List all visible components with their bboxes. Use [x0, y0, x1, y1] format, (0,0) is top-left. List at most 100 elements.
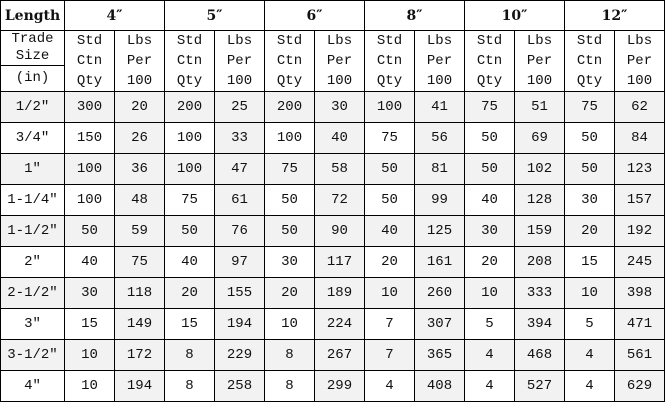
lbs-per-100-cell: 194	[214, 308, 265, 340]
lbs-per-100-cell: 75	[114, 246, 165, 278]
lbs-header-line: 100	[626, 73, 653, 89]
lbs-per-100-cell: 258	[214, 370, 265, 402]
qty-header-line: Ctn	[276, 53, 303, 69]
std-ctn-qty-cell: 100	[364, 91, 415, 123]
length-header: 6″	[264, 0, 365, 31]
qty-header-line: Qty	[176, 73, 203, 89]
trade-label: Trade	[11, 31, 54, 47]
lbs-per-100-cell: 245	[614, 246, 665, 278]
lbs-per-100-cell: 30	[314, 91, 365, 123]
std-ctn-qty-cell: 200	[264, 91, 315, 123]
lbs-per-100-cell: 561	[614, 339, 665, 371]
std-ctn-qty-cell: 50	[164, 215, 215, 247]
trade-size-cell: 1-1/4″	[0, 184, 65, 216]
qty-header-line: Std	[76, 33, 103, 49]
length-header: 12″	[564, 0, 665, 31]
std-ctn-qty-cell: 7	[364, 308, 415, 340]
table-row: 1/2″ 300 20 200 25 200 30 100 41 75 51 75 62	[0, 91, 665, 123]
std-ctn-qty-cell: 8	[164, 339, 215, 371]
std-ctn-qty-cell: 20	[164, 277, 215, 309]
trade-size-cell: 2″	[0, 246, 65, 278]
qty-header-line: Qty	[576, 73, 603, 89]
lbs-per-100-cell: 118	[114, 277, 165, 309]
lbs-per-100-cell: 365	[414, 339, 465, 371]
std-ctn-qty-cell: 7	[364, 339, 415, 371]
lbs-per-100-cell: 299	[314, 370, 365, 402]
std-ctn-qty-cell: 8	[164, 370, 215, 402]
table-row: 1-1/2″ 50 59 50 76 50 90 40 125 30 159 20 192	[0, 215, 665, 247]
table-row: 3-1/2″ 10 172 8 229 8 267 7 365 4 468 4 561	[0, 339, 665, 371]
unit-label: (in)	[15, 70, 50, 86]
lbs-per-100-cell: 128	[514, 184, 565, 216]
std-ctn-qty-cell: 4	[564, 339, 615, 371]
lbs-per-100-cell: 398	[614, 277, 665, 309]
qty-column-header: Std Ctn Qty	[464, 30, 515, 92]
lbs-per-100-cell: 123	[614, 153, 665, 185]
lbs-per-100-cell: 26	[114, 122, 165, 154]
std-ctn-qty-cell: 5	[464, 308, 515, 340]
qty-column-header: Std Ctn Qty	[564, 30, 615, 92]
trade-size-cell: 1″	[0, 153, 65, 185]
std-ctn-qty-cell: 100	[164, 122, 215, 154]
std-ctn-qty-cell: 50	[564, 153, 615, 185]
lbs-per-100-cell: 192	[614, 215, 665, 247]
std-ctn-qty-cell: 40	[64, 246, 115, 278]
qty-column-header: Std Ctn Qty	[364, 30, 415, 92]
lbs-per-100-cell: 90	[314, 215, 365, 247]
lbs-per-100-cell: 25	[214, 91, 265, 123]
lbs-per-100-cell: 394	[514, 308, 565, 340]
trade-size-cell: 1/2″	[0, 91, 65, 123]
std-ctn-qty-cell: 4	[564, 370, 615, 402]
std-ctn-qty-cell: 75	[264, 153, 315, 185]
lbs-header-line: Lbs	[526, 33, 553, 49]
length-header: 4″	[64, 0, 165, 31]
std-ctn-qty-cell: 30	[464, 215, 515, 247]
std-ctn-qty-cell: 20	[564, 215, 615, 247]
std-ctn-qty-cell: 10	[64, 339, 115, 371]
qty-header-line: Qty	[76, 73, 103, 89]
lbs-per-100-cell: 267	[314, 339, 365, 371]
std-ctn-qty-cell: 300	[64, 91, 115, 123]
lbs-per-100-cell: 307	[414, 308, 465, 340]
lbs-per-100-cell: 72	[314, 184, 365, 216]
lbs-header-line: 100	[226, 73, 253, 89]
lbs-header-line: Lbs	[226, 33, 253, 49]
trade-size-cell: 4″	[0, 370, 65, 402]
qty-header-line: Ctn	[476, 53, 503, 69]
std-ctn-qty-cell: 4	[464, 370, 515, 402]
qty-header-line: Std	[276, 33, 303, 49]
lbs-per-100-cell: 149	[114, 308, 165, 340]
qty-header-line: Ctn	[376, 53, 403, 69]
lbs-per-100-cell: 117	[314, 246, 365, 278]
lbs-per-100-cell: 527	[514, 370, 565, 402]
std-ctn-qty-cell: 40	[364, 215, 415, 247]
lbs-per-100-cell: 229	[214, 339, 265, 371]
lbs-per-100-cell: 51	[514, 91, 565, 123]
lbs-per-100-cell: 61	[214, 184, 265, 216]
lbs-per-100-cell: 59	[114, 215, 165, 247]
lbs-header-line: Lbs	[626, 33, 653, 49]
qty-header-line: Std	[176, 33, 203, 49]
lbs-column-header: Lbs Per 100	[314, 30, 365, 92]
lbs-per-100-cell: 76	[214, 215, 265, 247]
std-ctn-qty-cell: 100	[64, 184, 115, 216]
lbs-per-100-cell: 58	[314, 153, 365, 185]
length-header: 10″	[464, 0, 565, 31]
length-header-row: Length 4″ 5″ 6″ 8″ 10″ 12″	[0, 0, 665, 31]
std-ctn-qty-cell: 10	[364, 277, 415, 309]
std-ctn-qty-cell: 10	[64, 370, 115, 402]
std-ctn-qty-cell: 200	[164, 91, 215, 123]
lbs-per-100-cell: 99	[414, 184, 465, 216]
lbs-header-line: Per	[626, 53, 653, 69]
trade-size-cell: 3/4″	[0, 122, 65, 154]
std-ctn-qty-cell: 100	[164, 153, 215, 185]
lbs-header-line: 100	[326, 73, 353, 89]
lbs-per-100-cell: 102	[514, 153, 565, 185]
lbs-per-100-cell: 40	[314, 122, 365, 154]
std-ctn-qty-cell: 50	[564, 122, 615, 154]
lbs-per-100-cell: 172	[114, 339, 165, 371]
qty-header-line: Std	[476, 33, 503, 49]
std-ctn-qty-cell: 4	[364, 370, 415, 402]
lbs-header-line: Per	[126, 53, 153, 69]
qty-column-header: Std Ctn Qty	[164, 30, 215, 92]
